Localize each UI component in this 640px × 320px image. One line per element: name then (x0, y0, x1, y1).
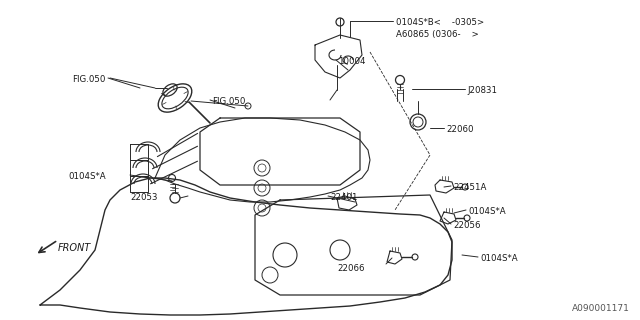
Text: 0104S*A: 0104S*A (468, 207, 506, 216)
Text: 22056: 22056 (453, 221, 481, 230)
Text: 22451A: 22451A (453, 183, 486, 192)
Text: J20831: J20831 (467, 86, 497, 95)
Text: 22060: 22060 (446, 125, 474, 134)
Text: A60865 (0306-    >: A60865 (0306- > (396, 30, 479, 39)
Text: FRONT: FRONT (58, 243, 92, 253)
Text: 10004: 10004 (338, 57, 365, 66)
Text: FIG.050: FIG.050 (72, 75, 106, 84)
Text: FIG.050: FIG.050 (212, 97, 245, 106)
Text: 0104S*A: 0104S*A (480, 254, 518, 263)
Text: 22066: 22066 (337, 264, 365, 273)
Text: A090001171: A090001171 (572, 304, 630, 313)
Text: 22401: 22401 (330, 193, 358, 202)
Text: 0104S*A: 0104S*A (68, 172, 106, 181)
Text: 0104S*B<    -0305>: 0104S*B< -0305> (396, 18, 484, 27)
Text: 22053: 22053 (130, 193, 157, 202)
